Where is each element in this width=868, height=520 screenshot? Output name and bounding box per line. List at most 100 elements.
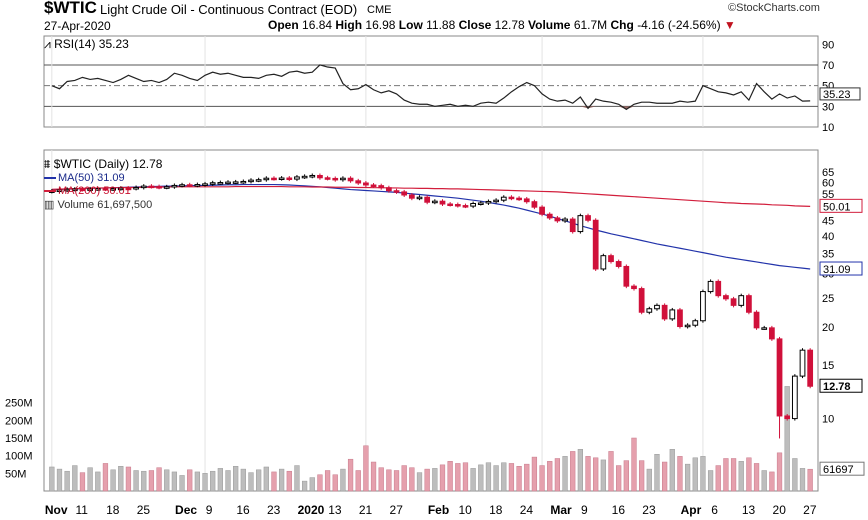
candle-body (431, 200, 438, 204)
volume-bar (631, 437, 637, 492)
volume-bar (56, 468, 63, 492)
volume-bar (171, 471, 178, 492)
volume-bar (340, 468, 346, 492)
candle-body (600, 255, 607, 270)
close-value: 12.78 (494, 18, 525, 32)
price-tick-label: 10 (822, 414, 834, 426)
candle-body (477, 202, 484, 205)
volume-bar (600, 459, 606, 492)
price-tag-box (819, 378, 863, 393)
candle-body (768, 327, 775, 340)
candle-body (209, 182, 216, 185)
candle-body (378, 185, 385, 189)
volume-bar (562, 456, 568, 492)
volume-bar (807, 468, 813, 492)
volume-bar (776, 452, 783, 492)
candle-body (615, 261, 622, 267)
ma200-swatch (44, 190, 56, 193)
volume-bar (263, 466, 269, 492)
candle-body (447, 203, 454, 207)
volume-value: 61.7M (573, 18, 608, 32)
candle-body (133, 186, 139, 190)
candle-body (140, 185, 147, 189)
volume-bar (639, 460, 645, 492)
ohlc-summary: Open 16.84 High 16.98 Low 11.88 Close 12… (268, 18, 736, 32)
high-label: High (335, 18, 363, 32)
high-value: 16.98 (365, 18, 396, 32)
rsi-tick-label: 30 (822, 101, 834, 113)
price-tick-label: 55 (822, 189, 834, 201)
rsi-tick-label: 70 (822, 60, 834, 72)
x-tick-label: 13 (742, 503, 756, 517)
volume-bars-icon: ▥ (44, 199, 55, 211)
candle-body (470, 202, 477, 207)
volume-bar (470, 468, 476, 492)
volume-bar (447, 461, 453, 492)
candle-body (669, 309, 676, 320)
volume-bar (225, 470, 231, 492)
volume-bar (424, 468, 430, 492)
candle-body (225, 181, 231, 185)
chg-label: Chg (610, 18, 634, 32)
volume-bar (439, 464, 446, 492)
x-tick-label: 23 (642, 503, 656, 517)
volume-bar (730, 458, 737, 492)
volume-bar (531, 456, 538, 492)
candle-body (638, 288, 645, 313)
volume-bar (49, 466, 55, 492)
candle-body (56, 189, 63, 193)
volume-bar (715, 465, 721, 492)
volume-bar (309, 477, 315, 492)
volume-bar (370, 461, 377, 492)
candle-body (163, 186, 170, 189)
candle-body (408, 194, 415, 199)
candle-body (654, 304, 660, 310)
volume-bar (401, 465, 407, 492)
volume-bar (539, 465, 545, 492)
volume-label: Volume (528, 18, 571, 32)
x-tick-label: 23 (267, 503, 281, 517)
candle-body (569, 218, 576, 233)
candle-body (500, 196, 507, 201)
volume-bar (662, 461, 668, 492)
volume-bar (79, 472, 86, 492)
candle-body (539, 206, 545, 215)
ma200-legend: MA(200) 50.01 (44, 185, 131, 197)
chart-date: 27-Apr-2020 (44, 19, 111, 33)
candle-body (401, 191, 408, 196)
rsi-frame (43, 35, 819, 128)
candle-body (171, 184, 178, 188)
price-tag-label: 12.78 (823, 381, 851, 393)
candle-body (416, 196, 423, 200)
price-tick-label: 25 (822, 293, 834, 305)
candle-body (753, 311, 760, 329)
candles-icon: ⩩ (44, 157, 51, 171)
candle-body (791, 375, 798, 420)
volume-bar (723, 458, 729, 492)
candle-body (363, 182, 369, 186)
volume-tick-label: 150M (5, 433, 33, 445)
candle-body (87, 188, 94, 191)
volume-bar (294, 465, 300, 492)
candle-body (64, 188, 71, 192)
candle-body (156, 186, 162, 189)
rsi-current-tag (819, 87, 861, 101)
candle-body (94, 188, 101, 191)
x-tick-label: 6 (711, 503, 718, 517)
candle-body (631, 285, 637, 290)
candle-body (485, 200, 492, 204)
volume-tick-label: 100M (5, 451, 33, 463)
rsi-tick-label: 90 (822, 39, 834, 51)
exchange: CME (367, 4, 392, 16)
volume-bar (179, 475, 185, 492)
candle-body (707, 280, 714, 293)
chg-down-arrow-icon: ▼ (723, 18, 736, 32)
volume-bar (125, 466, 132, 492)
volume-bar (156, 467, 162, 492)
candle-body (692, 320, 699, 326)
volume-bar (799, 468, 806, 492)
candle-body (623, 265, 630, 287)
x-axis: Nov 11 18 25 Dec 9 16 23 2020 13 21 27 Feb 10 18 24 Mar 9… (45, 503, 817, 517)
candle-body (102, 188, 109, 191)
ma50-legend: MA(50) 31.09 (44, 172, 125, 184)
